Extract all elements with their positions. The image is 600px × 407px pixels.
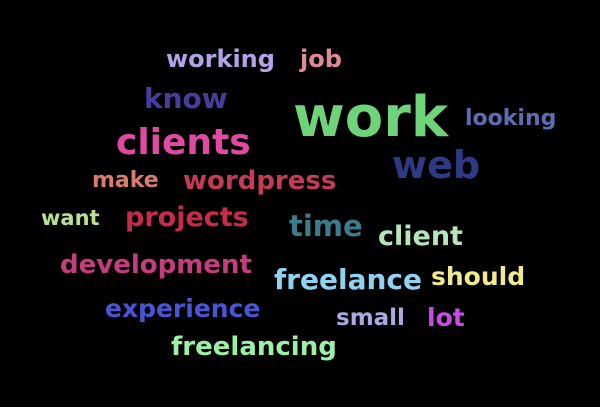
word-time: time (289, 209, 363, 243)
word-freelance: freelance (274, 263, 422, 296)
word-small: small (336, 305, 405, 331)
word-should: should (431, 262, 526, 291)
word-freelancing: freelancing (171, 332, 337, 362)
word-job: job (300, 45, 342, 73)
word-looking: looking (465, 106, 557, 131)
word-clients: clients (116, 122, 251, 163)
word-work: work (293, 85, 449, 150)
word-know: know (144, 82, 228, 115)
word-client: client (378, 221, 463, 252)
word-projects: projects (125, 202, 249, 233)
word-web: web (392, 143, 481, 187)
word-lot: lot (427, 303, 465, 332)
word-development: development (60, 250, 252, 280)
word-experience: experience (105, 294, 261, 323)
word-make: make (92, 168, 159, 193)
word-working: working (166, 45, 275, 73)
word-want: want (41, 206, 100, 230)
word-wordpress: wordpress (183, 166, 337, 196)
